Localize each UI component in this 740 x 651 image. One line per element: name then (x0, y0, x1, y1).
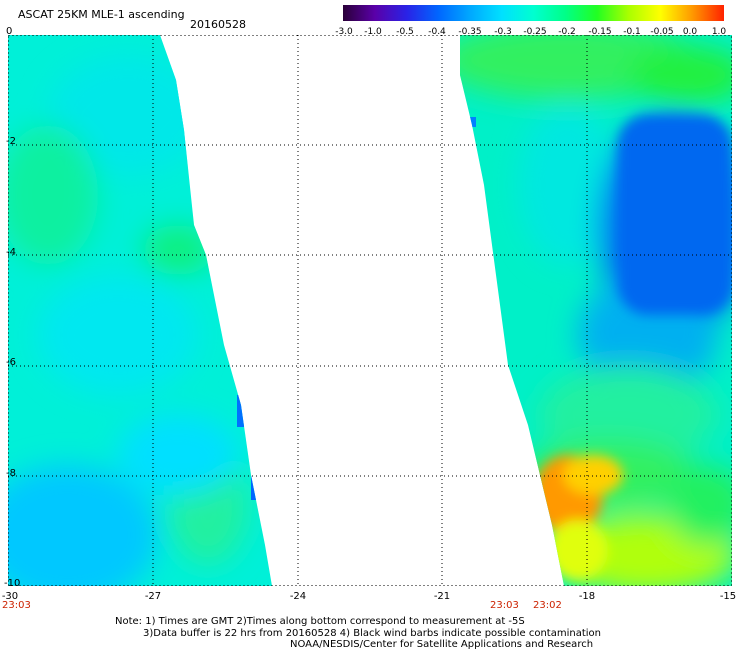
x-axis-label: -21 (433, 591, 451, 602)
colorbar-gradient (343, 5, 724, 21)
colorbar-tick: -1.0 (364, 27, 382, 37)
x-axis-label: -18 (578, 591, 596, 602)
y-axis-label: -10 (4, 578, 21, 589)
colorbar-tick: -0.1 (623, 27, 641, 37)
note-line-2: 3)Data buffer is 22 hrs from 20160528 4)… (143, 628, 601, 639)
colorbar-tick: -0.5 (396, 27, 414, 37)
right-swath (460, 35, 732, 586)
product-date: 20160528 (190, 18, 246, 31)
note-line-1: Note: 1) Times are GMT 2)Times along bot… (115, 616, 525, 627)
colorbar-tick: -3.0 (335, 27, 353, 37)
colorbar-tick: -0.15 (588, 27, 612, 37)
colorbar-tick: 1.0 (711, 27, 727, 37)
colorbar-tick: 0.0 (682, 27, 698, 37)
y-axis-label: -2 (6, 136, 16, 147)
colorbar-tick: -0.4 (428, 27, 446, 37)
swath-time: 23:02 (533, 600, 562, 611)
x-axis-label: -15 (719, 591, 737, 602)
swath-time: 23:03 (2, 600, 31, 611)
x-axis-label: -27 (144, 591, 162, 602)
y-axis-label: -4 (6, 247, 16, 258)
colorbar-tick: -0.35 (458, 27, 482, 37)
y-axis-label: 0 (6, 26, 13, 37)
x-axis-label: -24 (289, 591, 307, 602)
product-title: ASCAT 25KM MLE-1 ascending (18, 8, 185, 21)
graticule (8, 35, 732, 586)
colorbar-tick: -0.2 (558, 27, 576, 37)
colorbar-tick: -0.3 (494, 27, 512, 37)
colorbar-tick: -0.05 (650, 27, 674, 37)
y-axis-label: -8 (6, 468, 16, 479)
note-line-3: NOAA/NESDIS/Center for Satellite Applica… (290, 639, 594, 650)
left-swath (8, 35, 272, 586)
swath-time: 23:03 (490, 600, 519, 611)
colorbar-tick: -0.25 (523, 27, 547, 37)
colorbar (343, 5, 724, 21)
y-axis-label: -6 (6, 357, 16, 368)
x-axis-label: -30 (1, 591, 19, 602)
swath-map (8, 35, 732, 586)
